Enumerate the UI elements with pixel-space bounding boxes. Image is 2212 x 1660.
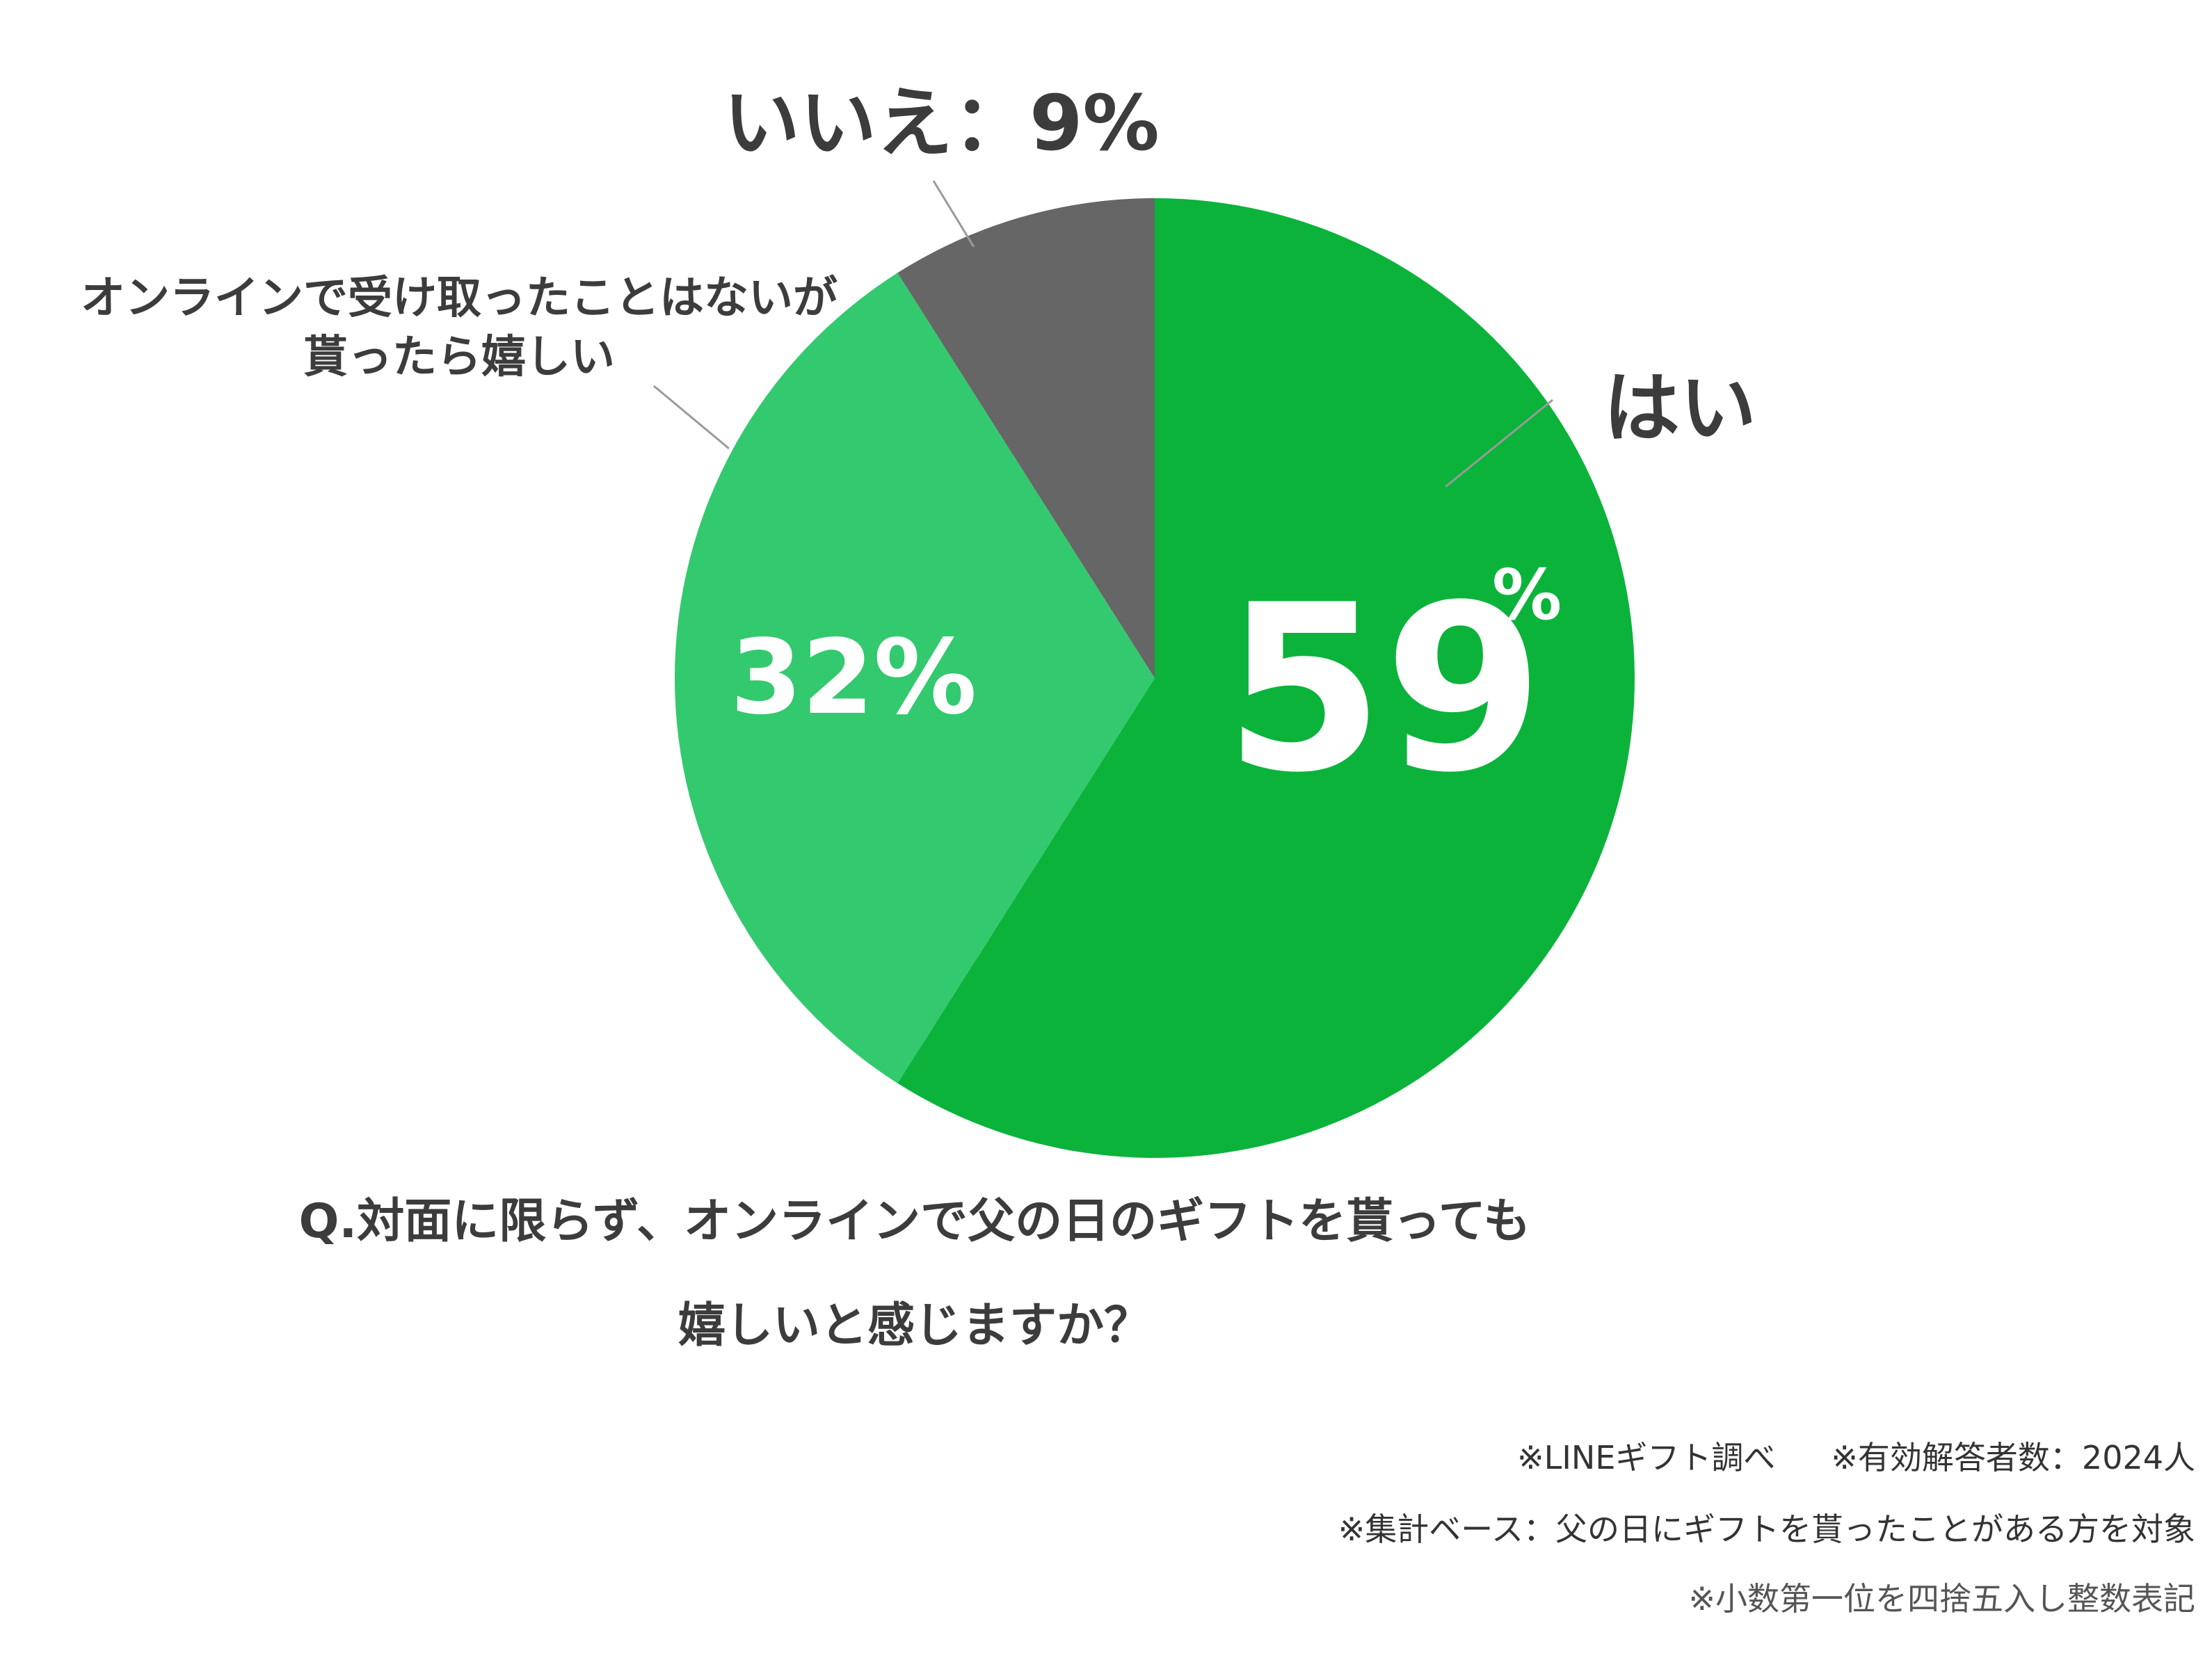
slice-label-online-line2: 貰ったら嬉しい: [303, 332, 615, 383]
note-source-respondents: ※LINEギフト調べ ※有効解答者数：2024人: [1517, 1433, 2195, 1478]
leader-line-online: [653, 385, 730, 450]
slice-label-hai: はい: [1603, 364, 1756, 453]
note-respondents: ※有効解答者数：2024人: [1831, 1439, 2195, 1476]
pie-slice-online: [674, 273, 1155, 1083]
question-line-1: Q.対面に限らず、オンラインで父の日のギフトを貰っても: [298, 1194, 1531, 1249]
leader-lines: [653, 180, 1553, 488]
leader-line-iie: [932, 180, 975, 248]
note-rounding: ※小数第一位を四捨五入し整数表記: [1688, 1580, 2195, 1618]
note-base: ※集計ベース：父の日にギフトを貰ったことがある方を対象: [1338, 1510, 2195, 1548]
note-source: ※LINEギフト調べ: [1517, 1439, 1776, 1476]
question-line-2: 嬉しいと感じますか？: [678, 1298, 1151, 1353]
slice-value-online: 32%: [730, 618, 977, 737]
pie-slice-iie: [897, 198, 1155, 678]
slice-label-online-line1: オンラインで受け取ったことはないが: [81, 273, 837, 324]
slice-label-iie: いいえ：9%: [723, 79, 1160, 168]
pie-slice-hai: [897, 198, 1635, 1158]
leader-line-hai: [1445, 398, 1553, 488]
pie-slices: [674, 198, 1635, 1158]
slice-value-hai: 59: [1224, 556, 1544, 823]
slice-value-unit-hai: %: [1492, 554, 1562, 636]
